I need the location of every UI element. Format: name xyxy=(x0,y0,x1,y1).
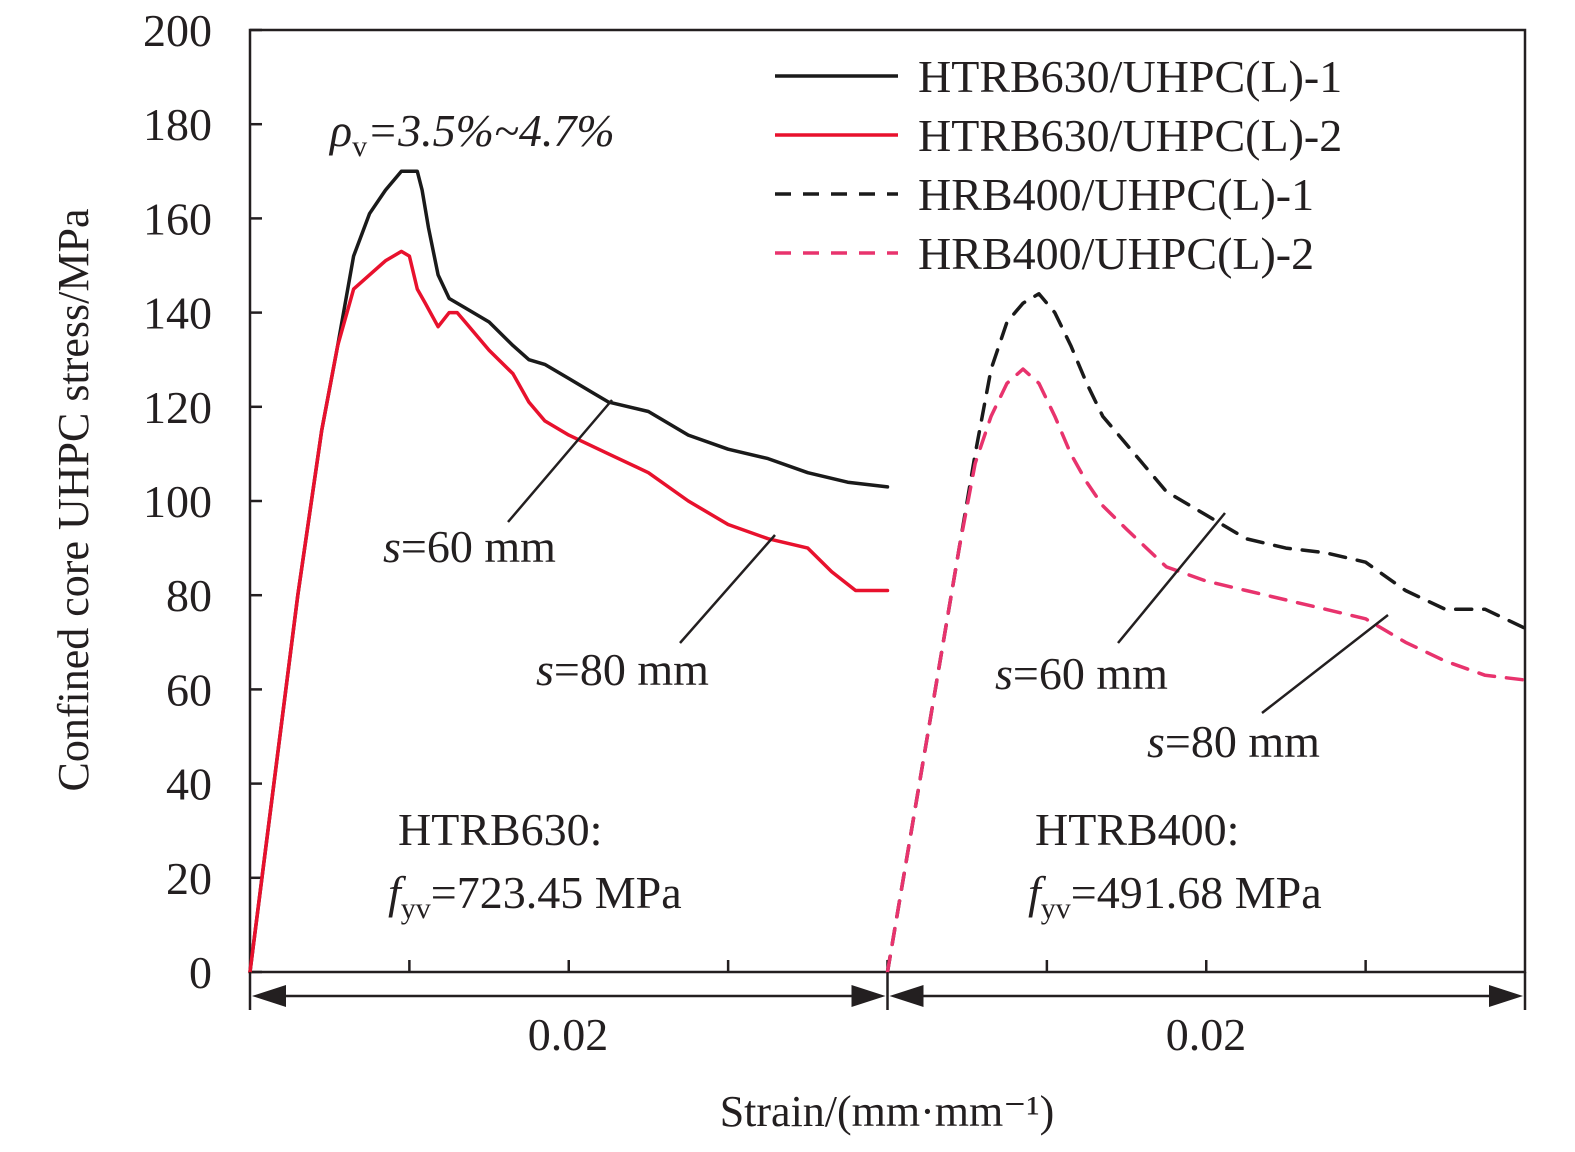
y-tick-label: 100 xyxy=(143,476,212,527)
fyv-label-htrb400: fyv=491.68 MPa xyxy=(1028,867,1322,925)
x-axis-ticks xyxy=(408,960,1367,972)
spacing-label-htrb400-s60: s=60 mm xyxy=(995,648,1168,699)
legend-label-2: HTRB630/UHPC(L)-2 xyxy=(918,110,1342,161)
y-tick-label: 140 xyxy=(143,288,212,339)
leader-line-htrb400-s60 xyxy=(1117,512,1226,644)
y-tick-label: 200 xyxy=(143,5,212,56)
series-line-4 xyxy=(885,367,1527,974)
span-arrowhead xyxy=(252,985,286,1007)
y-tick-label: 80 xyxy=(166,570,212,621)
spacing-label-htrb630-s60: s=60 mm xyxy=(383,521,556,572)
y-axis-label: Confined core UHPC stress/MPa xyxy=(49,209,98,792)
leader-line-htrb630-s60 xyxy=(507,399,613,523)
span-label-left: 0.02 xyxy=(528,1009,609,1060)
rho-value: =3.5%~4.7% xyxy=(367,105,615,156)
spacing-label-htrb400-s80: s=80 mm xyxy=(1147,716,1320,767)
steel-label-htrb400: HTRB400: xyxy=(1035,804,1239,855)
y-tick-label: 120 xyxy=(143,382,212,433)
spacing-label-htrb630-s80: s=80 mm xyxy=(536,644,709,695)
rho-symbol: ρ xyxy=(328,105,352,156)
series-line-1 xyxy=(248,169,890,974)
legend-label-3: HRB400/UHPC(L)-1 xyxy=(918,169,1314,220)
x-axis-label: Strain/(mm·mm⁻¹) xyxy=(720,1087,1055,1136)
leader-line-htrb630-s80 xyxy=(679,534,776,644)
curves xyxy=(248,169,1527,974)
series-line-2 xyxy=(248,249,890,974)
rho-subscript: v xyxy=(352,130,367,163)
fyv-label-htrb630: fyv=723.45 MPa xyxy=(388,867,682,925)
leader-line-htrb400-s80 xyxy=(1261,614,1389,714)
y-tick-label: 160 xyxy=(143,193,212,244)
span-arrowhead xyxy=(889,985,924,1007)
legend-label-1: HTRB630/UHPC(L)-1 xyxy=(918,51,1342,102)
steel-label-htrb630: HTRB630: xyxy=(398,804,602,855)
legend-label-4: HRB400/UHPC(L)-2 xyxy=(918,228,1314,279)
rho-annotation: ρv=3.5%~4.7% xyxy=(328,105,615,163)
strain-span-arrows xyxy=(248,972,1527,1010)
y-tick-label: 40 xyxy=(166,759,212,810)
span-label-right: 0.02 xyxy=(1166,1009,1247,1060)
y-axis: 0 20 40 60 80 100 120 140 160 180 200 xyxy=(143,5,262,998)
span-arrowhead xyxy=(1489,985,1523,1007)
y-tick-label: 180 xyxy=(143,99,212,150)
y-tick-label: 20 xyxy=(166,853,212,904)
legend: HTRB630/UHPC(L)-1 HTRB630/UHPC(L)-2 HRB400… xyxy=(775,51,1342,279)
y-tick-label: 60 xyxy=(166,664,212,715)
span-arrowhead xyxy=(851,985,886,1007)
y-tick-label: 0 xyxy=(189,947,212,998)
